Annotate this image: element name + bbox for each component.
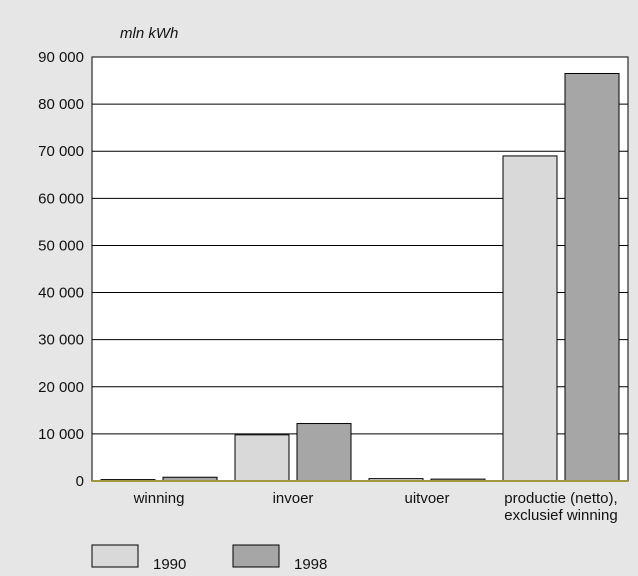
y-tick-label: 80 000 [38,96,84,113]
y-tick-label: 40 000 [38,285,84,302]
legend-swatch-1990 [91,544,139,568]
x-tick-labels: winning invoer uitvoer productie (netto),ex… [133,490,618,524]
y-tick-label: 50 000 [38,237,84,254]
y-tick-label: 30 000 [38,332,84,349]
y-tick-label: 0 [76,473,84,490]
legend-swatch-1998 [232,544,280,568]
x-tick-label: uitvoer [404,490,449,507]
y-tick-label: 60 000 [38,190,84,207]
bar-1998-3 [564,72,620,482]
bar-1990-3 [502,155,558,482]
x-tick-label: winning [133,490,185,507]
y-tick-label: 70 000 [38,143,84,160]
y-tick-labels: 0 10 000 20 000 30 000 40 000 50 000 60 000 70 … [38,49,84,490]
bar-1990-1 [234,434,290,482]
legend-label-1998: 1998 [294,556,327,573]
x-tick-label: exclusief winning [504,507,617,524]
legend-label-1990: 1990 [153,556,186,573]
x-tick-label: productie (netto), [504,490,617,507]
y-tick-label: 10 000 [38,426,84,443]
x-tick-label: invoer [273,490,314,507]
y-tick-label: 20 000 [38,379,84,396]
y-axis-unit-label: mln kWh [120,25,178,42]
legend: 1990 1998 [91,544,327,573]
y-tick-label: 90 000 [38,49,84,66]
bar-1998-1 [296,423,352,482]
